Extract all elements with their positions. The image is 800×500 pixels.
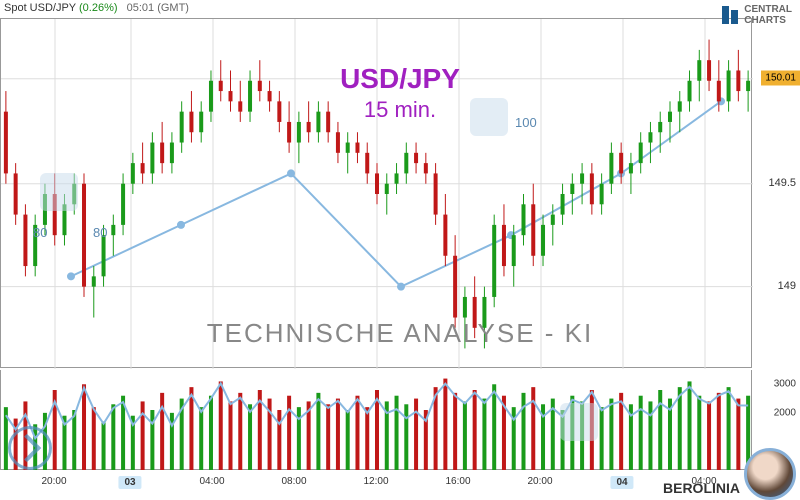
watermark-clock-icon bbox=[470, 98, 508, 136]
pair-title: USD/JPY bbox=[340, 63, 460, 95]
price-y-axis: 149149.5150.01 bbox=[752, 18, 800, 368]
arrow-right-icon[interactable] bbox=[8, 426, 52, 470]
provider-logo[interactable]: CENTRALCHARTS bbox=[722, 4, 792, 26]
svg-text:100: 100 bbox=[515, 115, 537, 130]
logo-bars-icon bbox=[722, 6, 740, 24]
time-x-axis: 20:000304:0008:0012:0016:0020:000404:00 bbox=[0, 472, 752, 498]
chart-container: USD/JPY 15 min. TECHNISCHE ANALYSE - KI … bbox=[0, 18, 800, 500]
volume-chart[interactable] bbox=[0, 370, 752, 470]
svg-text:80: 80 bbox=[33, 225, 47, 240]
chart-header: Spot USD/JPY (0.26%) 05:01 (GMT) bbox=[4, 2, 189, 14]
brand-label: BEROLINIA bbox=[663, 480, 740, 496]
assistant-avatar[interactable] bbox=[744, 448, 796, 500]
watermark-icon bbox=[40, 173, 78, 211]
symbol-label: Spot USD/JPY bbox=[4, 2, 76, 14]
logo-text: CENTRALCHARTS bbox=[744, 4, 792, 26]
pct-change: (0.26%) bbox=[79, 2, 118, 14]
svg-text:80: 80 bbox=[93, 225, 107, 240]
watermark-doc-icon bbox=[560, 403, 598, 441]
tech-analysis-title: TECHNISCHE ANALYSE - KI bbox=[207, 318, 594, 349]
timestamp: 05:01 (GMT) bbox=[127, 2, 189, 14]
chart-title-overlay: USD/JPY 15 min. bbox=[340, 63, 460, 123]
timeframe-title: 15 min. bbox=[340, 97, 460, 123]
